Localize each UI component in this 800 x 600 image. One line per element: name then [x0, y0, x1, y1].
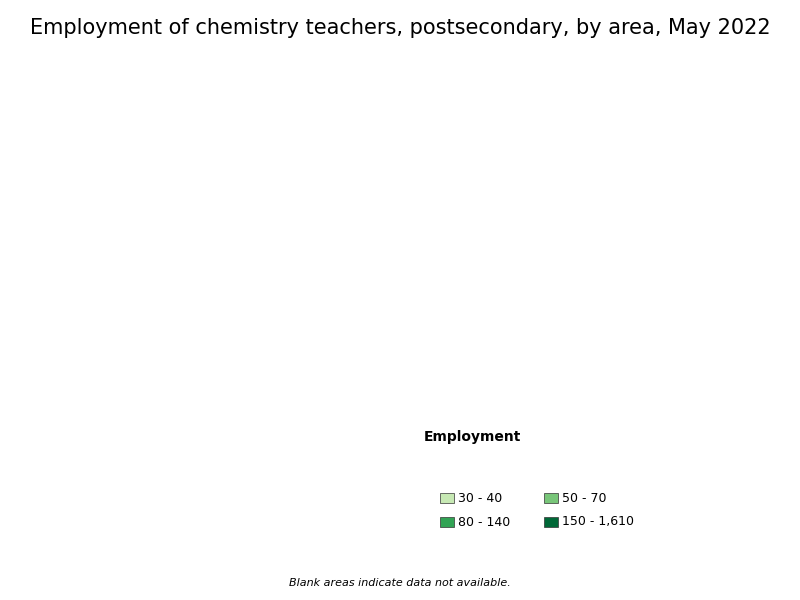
Text: Blank areas indicate data not available.: Blank areas indicate data not available.: [289, 578, 511, 588]
Text: Employment of chemistry teachers, postsecondary, by area, May 2022: Employment of chemistry teachers, postse…: [30, 18, 770, 38]
Text: 150 - 1,610: 150 - 1,610: [562, 515, 634, 529]
Text: 30 - 40: 30 - 40: [458, 491, 502, 505]
Text: Employment: Employment: [423, 430, 521, 444]
Text: 80 - 140: 80 - 140: [458, 515, 510, 529]
Text: 50 - 70: 50 - 70: [562, 491, 607, 505]
